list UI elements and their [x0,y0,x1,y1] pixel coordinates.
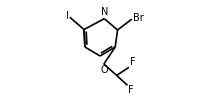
Text: O: O [100,65,108,75]
Text: I: I [66,11,69,21]
Text: F: F [130,57,136,67]
Text: Br: Br [133,13,143,23]
Text: F: F [128,85,134,95]
Text: N: N [101,7,108,17]
